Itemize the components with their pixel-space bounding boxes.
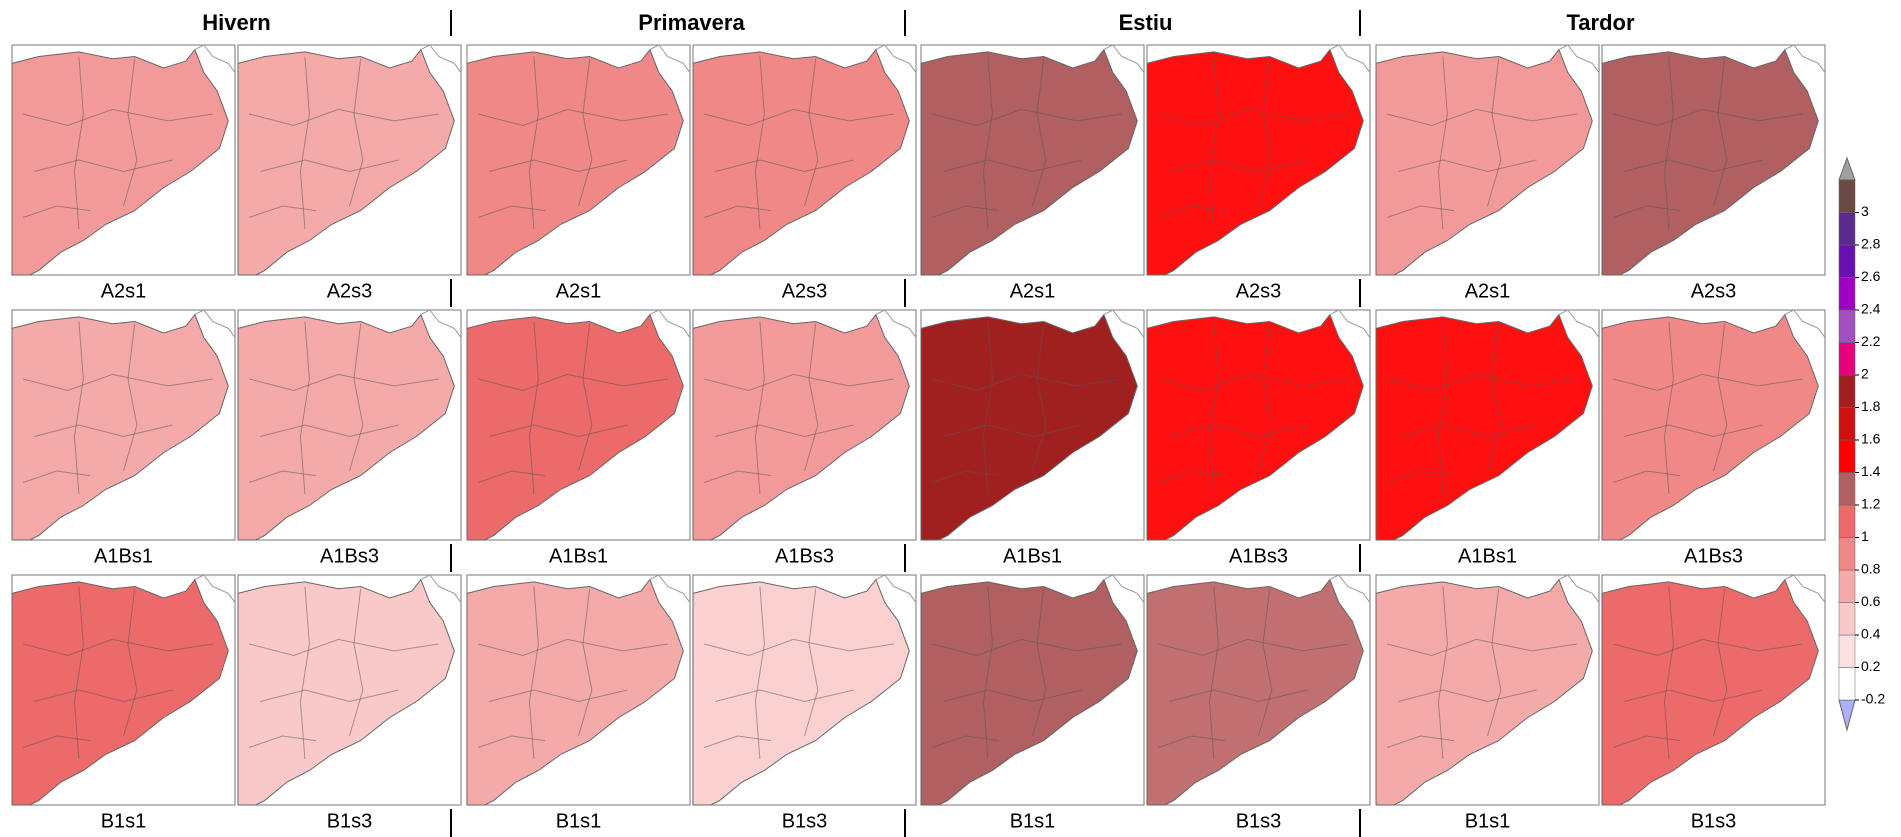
panel-label: A1Bs3 <box>320 545 379 567</box>
map-panel <box>921 310 1144 540</box>
map-panel <box>238 575 461 805</box>
panel-label: A1Bs3 <box>775 545 834 567</box>
colorbar-label: 2 <box>1861 366 1869 382</box>
panel-label: A1Bs1 <box>1458 545 1517 567</box>
colorbar-label: 1.8 <box>1861 398 1881 414</box>
map-panel <box>1376 310 1599 540</box>
colorbar-swatch <box>1839 213 1855 246</box>
map-panel <box>12 310 235 540</box>
map-panel <box>1602 310 1825 540</box>
colorbar-label: 2.2 <box>1861 333 1881 349</box>
map-panel <box>693 310 916 540</box>
panel-label: A1Bs3 <box>1229 545 1288 567</box>
colorbar-swatch <box>1839 343 1855 376</box>
map-panel <box>693 575 916 805</box>
map-panel <box>1147 575 1370 805</box>
colorbar-swatch <box>1839 603 1855 636</box>
map-panel <box>1376 45 1599 275</box>
panel-label: A2s3 <box>1236 280 1282 302</box>
season-title: Tardor <box>1566 10 1634 35</box>
panel-label: A1Bs3 <box>1684 545 1743 567</box>
map-panel <box>1376 575 1599 805</box>
map-panel <box>467 45 690 275</box>
colorbar-label: 1.6 <box>1861 431 1881 447</box>
colorbar-label: 0.6 <box>1861 593 1881 609</box>
figure: Hivern A2s1 A2s3 A1Bs1 A1Bs3 B1s1 B1s3 Primaver… <box>0 0 1901 837</box>
panel-label: A2s1 <box>1010 280 1056 302</box>
map-panel <box>1602 45 1825 275</box>
colorbar-swatch <box>1839 278 1855 311</box>
colorbar-under <box>1839 700 1855 730</box>
colorbar-swatch <box>1839 440 1855 473</box>
map-panel <box>921 45 1144 275</box>
panel-label: A1Bs1 <box>1003 545 1062 567</box>
map-panel <box>693 45 916 275</box>
map-panel <box>238 45 461 275</box>
map-panel <box>1147 45 1370 275</box>
colorbar-swatch <box>1839 375 1855 408</box>
colorbar-label: 1.4 <box>1861 463 1881 479</box>
panel-label: A1Bs1 <box>94 545 153 567</box>
map-panel <box>467 310 690 540</box>
panel-label: B1s3 <box>1691 810 1737 832</box>
panel-label: B1s1 <box>1010 810 1056 832</box>
panel-label: B1s1 <box>1465 810 1511 832</box>
colorbar-swatch <box>1839 245 1855 278</box>
panel-label: B1s3 <box>327 810 373 832</box>
map-panel <box>12 575 235 805</box>
panel-label: B1s1 <box>101 810 147 832</box>
season-title: Estiu <box>1119 10 1173 35</box>
panel-label: A1Bs1 <box>549 545 608 567</box>
colorbar-swatch <box>1839 538 1855 571</box>
colorbar-swatch <box>1839 473 1855 506</box>
colorbar-swatch <box>1839 310 1855 343</box>
panel-label: A2s3 <box>782 280 828 302</box>
panel-label: B1s1 <box>556 810 602 832</box>
colorbar-label: 2.6 <box>1861 268 1881 284</box>
colorbar-over <box>1839 158 1855 180</box>
season-title: Hivern <box>202 10 270 35</box>
colorbar-swatch <box>1839 635 1855 668</box>
panel-label: A2s3 <box>1691 280 1737 302</box>
map-panel <box>467 575 690 805</box>
colorbar-label: 2.4 <box>1861 301 1881 317</box>
panel-label: A2s1 <box>556 280 602 302</box>
map-panel <box>1602 575 1825 805</box>
colorbar-swatch <box>1839 408 1855 441</box>
colorbar-label: 0.2 <box>1861 658 1881 674</box>
colorbar-label: 0.8 <box>1861 561 1881 577</box>
panel-label: B1s3 <box>1236 810 1282 832</box>
panel-label: B1s3 <box>782 810 828 832</box>
panel-label: A2s1 <box>101 280 147 302</box>
map-panel <box>1147 310 1370 540</box>
colorbar-label: 0.4 <box>1861 626 1881 642</box>
colorbar-swatch <box>1839 505 1855 538</box>
colorbar-label: 1.2 <box>1861 496 1881 512</box>
colorbar-label: 2.8 <box>1861 236 1881 252</box>
season-title: Primavera <box>638 10 745 35</box>
colorbar-label: 3 <box>1861 203 1869 219</box>
colorbar-label: -0.2 <box>1861 691 1885 707</box>
map-panel <box>238 310 461 540</box>
map-panel <box>12 45 235 275</box>
panel-label: A2s3 <box>327 280 373 302</box>
colorbar-swatch <box>1839 570 1855 603</box>
colorbar-label: 1 <box>1861 528 1869 544</box>
map-panel <box>921 575 1144 805</box>
colorbar-swatch <box>1839 668 1855 701</box>
panel-label: A2s1 <box>1465 280 1511 302</box>
colorbar-swatch <box>1839 180 1855 213</box>
